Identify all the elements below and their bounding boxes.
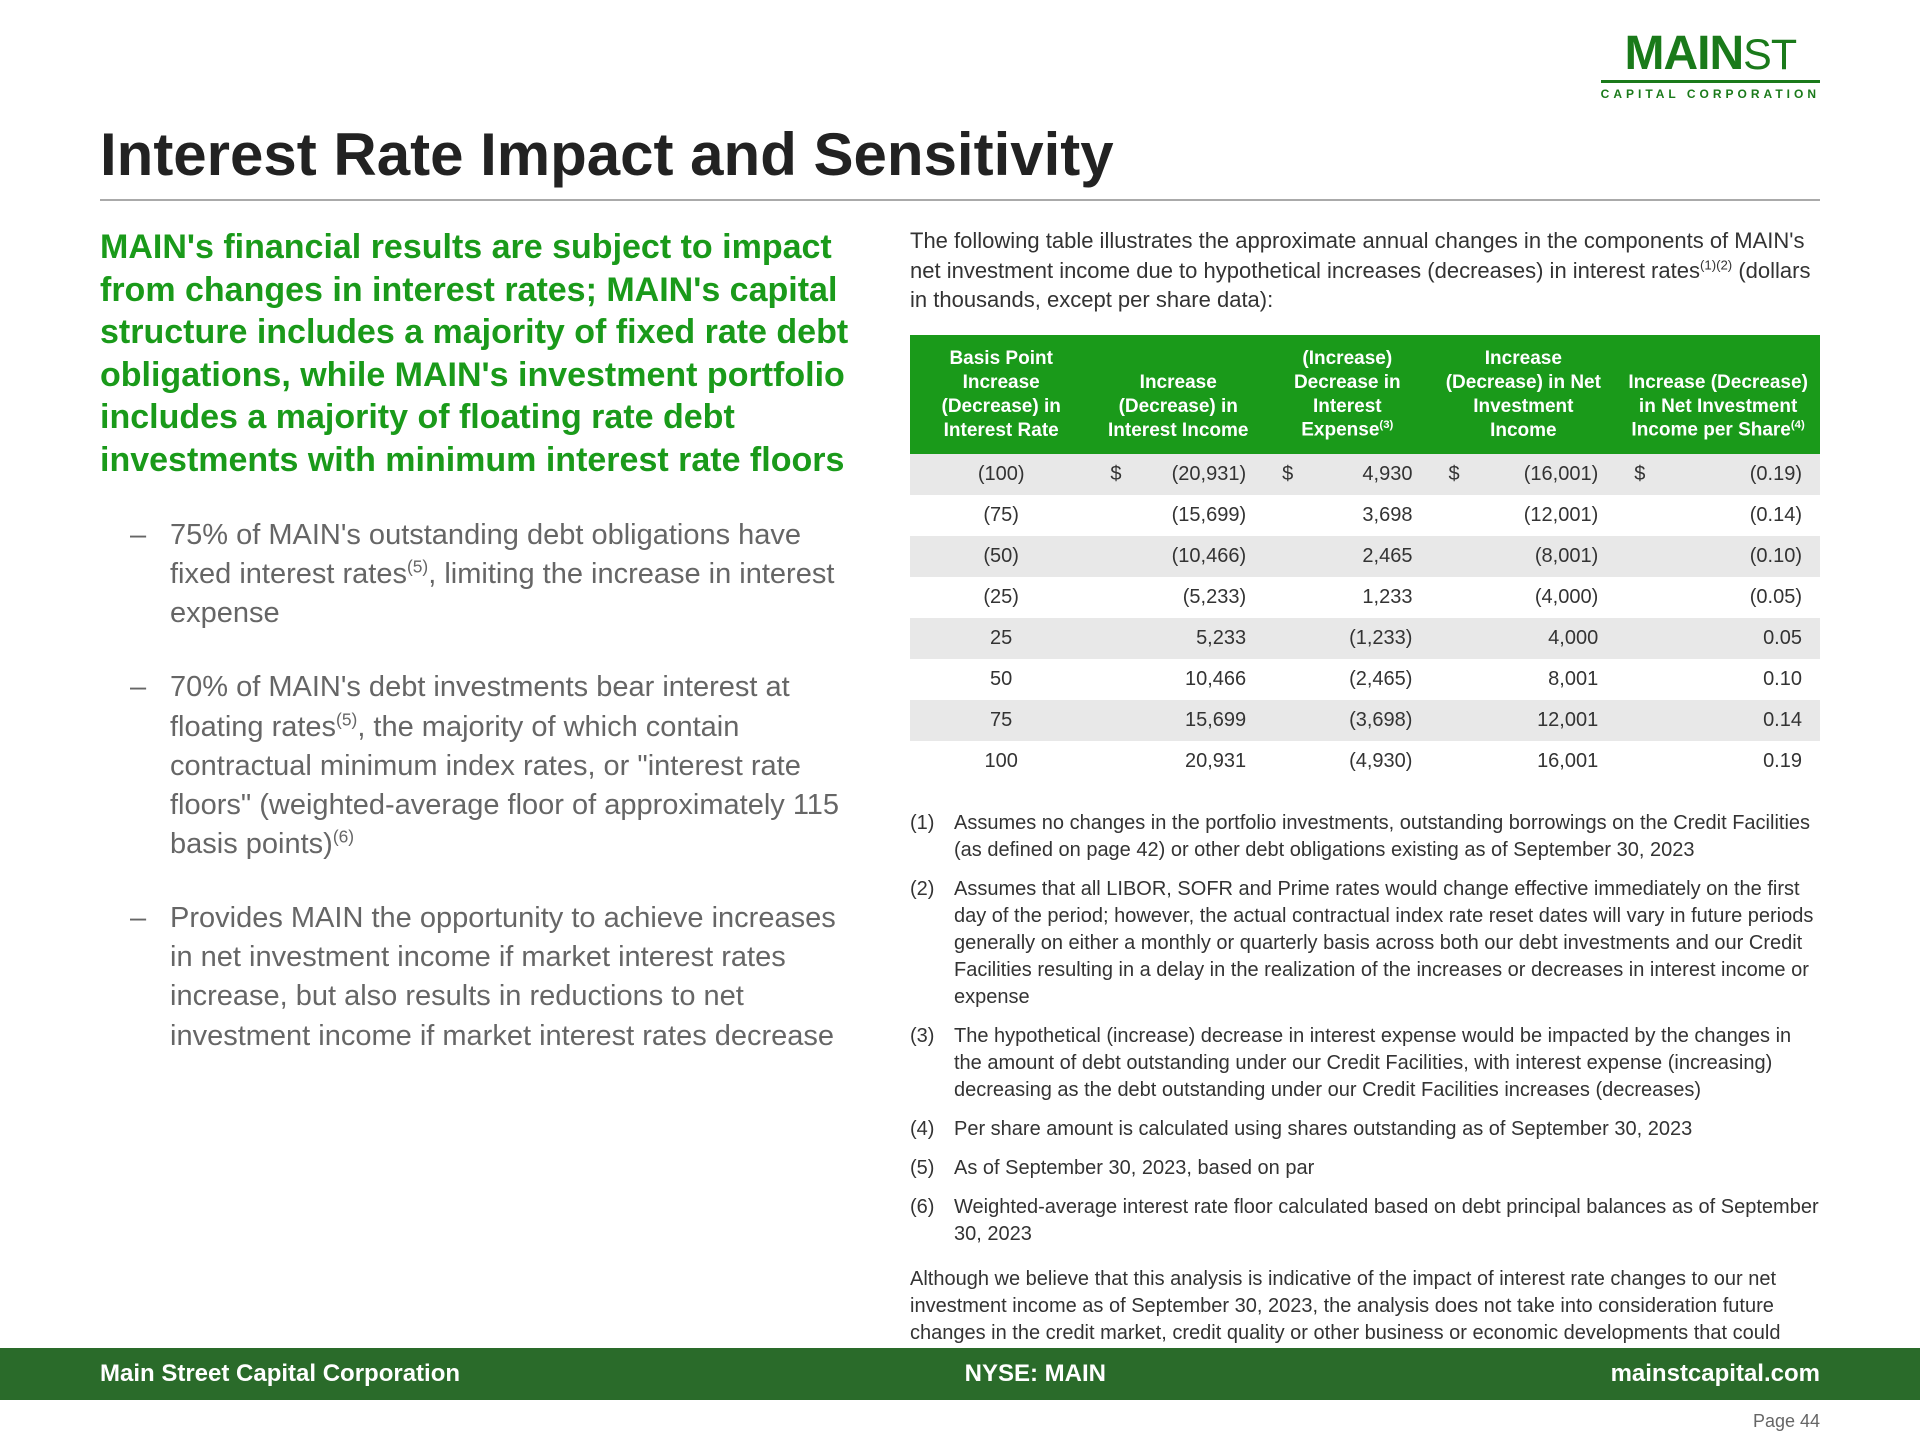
table-cell: 4,000 (1430, 618, 1616, 659)
footnote: (2)Assumes that all LIBOR, SOFR and Prim… (910, 876, 1820, 1011)
bullet-item: 75% of MAIN's outstanding debt obligatio… (170, 516, 860, 633)
table-cell: (2,465) (1264, 659, 1430, 700)
table-cell: 50 (910, 659, 1092, 700)
footnote: (4)Per share amount is calculated using … (910, 1116, 1820, 1143)
logo-subtext: CAPITAL CORPORATION (1601, 80, 1820, 101)
table-cell: $(16,001) (1430, 454, 1616, 495)
footnote: (6)Weighted-average interest rate floor … (910, 1194, 1820, 1248)
table-cell: 0.10 (1616, 659, 1820, 700)
table-cell: 75 (910, 700, 1092, 741)
table-cell: (0.05) (1616, 577, 1820, 618)
table-row: (50)(10,466)2,465(8,001)(0.10) (910, 536, 1820, 577)
footnotes: (1)Assumes no changes in the portfolio i… (910, 810, 1820, 1248)
footnote: (5)As of September 30, 2023, based on pa… (910, 1155, 1820, 1182)
table-row: 5010,466(2,465)8,0010.10 (910, 659, 1820, 700)
footer-left: Main Street Capital Corporation (100, 1360, 460, 1388)
table-cell: (12,001) (1430, 495, 1616, 536)
table-cell: 8,001 (1430, 659, 1616, 700)
table-cell: 25 (910, 618, 1092, 659)
footnote: (3)The hypothetical (increase) decrease … (910, 1023, 1820, 1104)
table-row: (75)(15,699)3,698(12,001)(0.14) (910, 495, 1820, 536)
table-cell: 2,465 (1264, 536, 1430, 577)
table-cell: 0.05 (1616, 618, 1820, 659)
table-row: 255,233(1,233)4,0000.05 (910, 618, 1820, 659)
footnote: (1)Assumes no changes in the portfolio i… (910, 810, 1820, 864)
company-logo: MAINST CAPITAL CORPORATION (1601, 30, 1820, 101)
table-cell: (0.10) (1616, 536, 1820, 577)
table-cell: $(0.19) (1616, 454, 1820, 495)
table-cell: 12,001 (1430, 700, 1616, 741)
table-cell: $4,930 (1264, 454, 1430, 495)
table-cell: (1,233) (1264, 618, 1430, 659)
table-row: 7515,699(3,698)12,0010.14 (910, 700, 1820, 741)
logo-text: MAINST (1601, 30, 1820, 78)
table-header-cell: Basis Point Increase (Decrease) in Inter… (910, 335, 1092, 454)
table-row: 10020,931(4,930)16,0010.19 (910, 741, 1820, 782)
footer-bar: Main Street Capital Corporation NYSE: MA… (0, 1348, 1920, 1400)
table-cell: (15,699) (1092, 495, 1264, 536)
table-cell: 1,233 (1264, 577, 1430, 618)
page-number: Page 44 (1753, 1411, 1820, 1432)
table-row: (100)$(20,931)$4,930$(16,001)$(0.19) (910, 454, 1820, 495)
table-cell: 0.19 (1616, 741, 1820, 782)
table-row: (25)(5,233)1,233(4,000)(0.05) (910, 577, 1820, 618)
table-cell: 3,698 (1264, 495, 1430, 536)
bullet-item: 70% of MAIN's debt investments bear inte… (170, 668, 860, 864)
table-cell: 5,233 (1092, 618, 1264, 659)
sensitivity-table: Basis Point Increase (Decrease) in Inter… (910, 335, 1820, 782)
bullet-item: Provides MAIN the opportunity to achieve… (170, 899, 860, 1056)
table-header-cell: Increase (Decrease) in Net Investment In… (1616, 335, 1820, 454)
table-header-cell: Increase (Decrease) in Net Investment In… (1430, 335, 1616, 454)
table-cell: (10,466) (1092, 536, 1264, 577)
table-cell: 100 (910, 741, 1092, 782)
footer-right: mainstcapital.com (1611, 1360, 1820, 1388)
table-cell: (0.14) (1616, 495, 1820, 536)
table-cell: $(20,931) (1092, 454, 1264, 495)
table-cell: (75) (910, 495, 1092, 536)
table-intro-text: The following table illustrates the appr… (910, 226, 1820, 315)
intro-text: MAIN's financial results are subject to … (100, 226, 860, 481)
table-cell: (4,930) (1264, 741, 1430, 782)
table-cell: 20,931 (1092, 741, 1264, 782)
bullet-list: 75% of MAIN's outstanding debt obligatio… (100, 516, 860, 1056)
table-cell: 0.14 (1616, 700, 1820, 741)
table-cell: 15,699 (1092, 700, 1264, 741)
table-cell: 10,466 (1092, 659, 1264, 700)
table-cell: (8,001) (1430, 536, 1616, 577)
table-cell: (50) (910, 536, 1092, 577)
page-title: Interest Rate Impact and Sensitivity (100, 120, 1820, 189)
footer-center: NYSE: MAIN (965, 1360, 1106, 1388)
table-cell: (5,233) (1092, 577, 1264, 618)
table-cell: (4,000) (1430, 577, 1616, 618)
table-cell: (100) (910, 454, 1092, 495)
right-column: The following table illustrates the appr… (910, 226, 1820, 1401)
table-header-cell: (Increase) Decrease in Interest Expense(… (1264, 335, 1430, 454)
left-column: MAIN's financial results are subject to … (100, 226, 860, 1401)
table-header-cell: Increase (Decrease) in Interest Income (1092, 335, 1264, 454)
table-cell: (25) (910, 577, 1092, 618)
table-cell: (3,698) (1264, 700, 1430, 741)
title-divider (100, 199, 1820, 201)
table-cell: 16,001 (1430, 741, 1616, 782)
